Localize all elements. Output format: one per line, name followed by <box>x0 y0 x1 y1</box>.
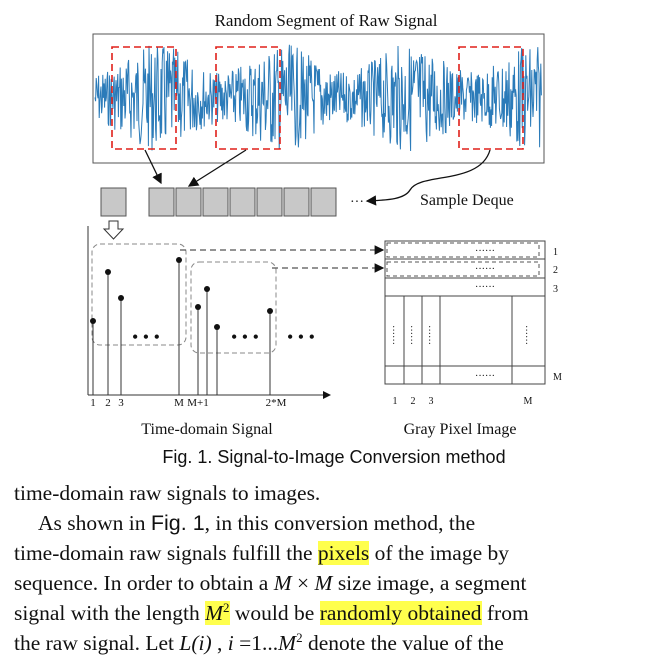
col-label-2: 2 <box>411 396 416 407</box>
line-2: As shown in Fig. 1, in this conversion m… <box>38 511 476 535</box>
highlight-m2: M2 <box>205 599 230 625</box>
row-label-M: M <box>553 372 562 383</box>
segment-arrow-3 <box>365 149 491 206</box>
body-text: time-domain raw signals to images. As sh… <box>14 478 654 658</box>
stem-marker <box>267 308 273 314</box>
stem-marker <box>105 269 111 275</box>
signal-stems <box>90 257 273 395</box>
highlight-pixels: pixels <box>317 541 370 565</box>
line-5: signal with the length M2 would be rando… <box>14 599 529 625</box>
row-label-2: 2 <box>553 265 558 276</box>
deque-box <box>256 187 283 217</box>
col-label-3: 3 <box>429 396 434 407</box>
time-domain-label: Time-domain Signal <box>141 421 273 438</box>
deque-box <box>175 187 202 217</box>
time-domain-plot: • • • • • • • • • 1 2 3 M M+1 2*M <box>87 226 331 409</box>
signal-title: Random Segment of Raw Signal <box>215 11 438 30</box>
svg-text:······: ······ <box>475 371 495 382</box>
svg-text:······: ······ <box>520 325 531 345</box>
col-label-1: 1 <box>393 396 398 407</box>
stem-marker <box>214 324 220 330</box>
svg-text:······: ······ <box>405 325 416 345</box>
svg-text:······: ······ <box>387 325 398 345</box>
svg-text:······: ······ <box>423 325 434 345</box>
sample-deque <box>148 187 337 217</box>
stem-marker <box>118 295 124 301</box>
deque-box <box>148 187 175 217</box>
deque-box-single <box>100 187 127 217</box>
down-arrow-icon <box>102 220 125 240</box>
dots-2: • • • <box>231 327 259 347</box>
line-1: time-domain raw signals to images. <box>14 481 321 505</box>
dots-3: • • • <box>287 327 315 347</box>
line-6: the raw signal. Let L(i) , i =1...M2 den… <box>14 629 504 655</box>
col-label-M: M <box>524 396 533 407</box>
signal-to-image-figure: Random Segment of Raw Signal ··· Sample … <box>87 11 562 438</box>
stem-marker <box>204 286 210 292</box>
segment-arrow-2 <box>187 149 247 187</box>
stem-marker <box>195 304 201 310</box>
deque-box <box>202 187 229 217</box>
stem-marker <box>90 318 96 324</box>
svg-text:······: ······ <box>475 246 495 257</box>
deque-box <box>229 187 256 217</box>
tick-3: 3 <box>118 397 124 409</box>
sample-deque-label: Sample Deque <box>420 192 514 209</box>
tick-2M: 2*M <box>266 397 287 409</box>
gray-pixel-label: Gray Pixel Image <box>404 421 517 438</box>
tick-2: 2 <box>105 397 111 409</box>
tick-M: M <box>174 397 184 409</box>
raw-signal-waveform <box>94 44 542 152</box>
segment-box-3 <box>458 46 524 150</box>
dots-1: • • • <box>132 327 160 347</box>
row-label-1: 1 <box>553 247 558 258</box>
deque-box <box>310 187 337 217</box>
stem-marker <box>176 257 182 263</box>
figure-caption: Fig. 1. Signal-to-Image Conversion metho… <box>162 447 506 467</box>
svg-text:······: ······ <box>475 264 495 275</box>
segment-box-2 <box>215 46 281 150</box>
deque-ellipsis: ··· <box>350 195 364 210</box>
deque-box <box>283 187 310 217</box>
row-label-3: 3 <box>553 284 558 295</box>
tick-1: 1 <box>90 397 96 409</box>
svg-text:······: ······ <box>475 282 495 293</box>
figure-reference[interactable]: Fig. 1 <box>150 511 205 535</box>
highlight-randomly-obtained: randomly obtained <box>319 601 482 625</box>
line-3: time-domain raw signals fulfill the pixe… <box>14 541 509 565</box>
segment-arrow-1 <box>144 149 162 185</box>
line-4: sequence. In order to obtain a M × M siz… <box>14 571 527 595</box>
gray-pixel-image: ······ ······ ······ ······ ······ ·····… <box>384 240 562 407</box>
tick-M1: M+1 <box>187 397 208 409</box>
segment-box-1 <box>111 46 177 150</box>
